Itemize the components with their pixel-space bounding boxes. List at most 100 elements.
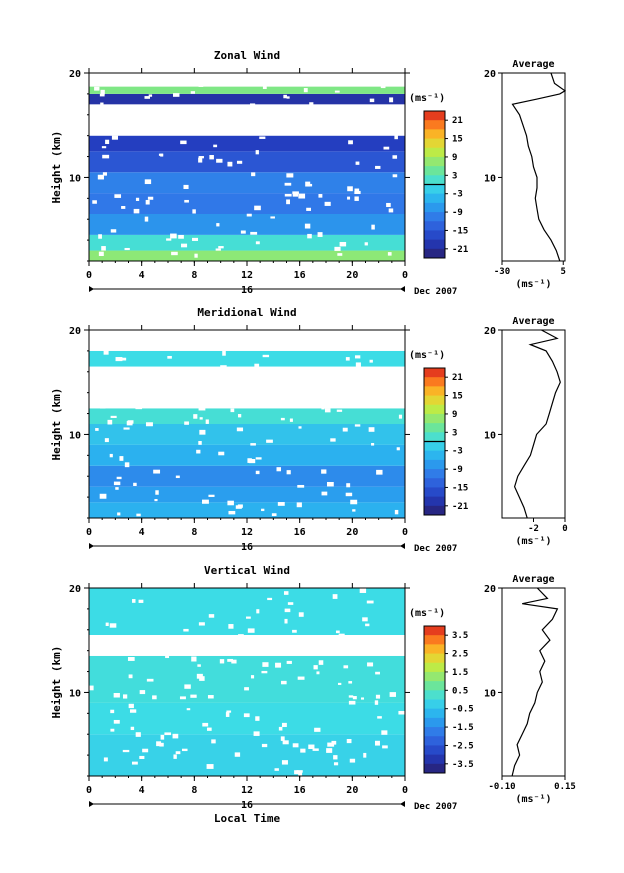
- data-gap: [316, 671, 320, 675]
- data-gap: [123, 694, 128, 699]
- colorbar-tick-label: 3: [452, 428, 457, 438]
- data-gap: [145, 199, 150, 205]
- x-tick-label: 4: [139, 785, 145, 796]
- data-gap: [206, 764, 214, 769]
- data-gap: [354, 196, 359, 201]
- data-gap: [131, 761, 138, 765]
- data-gap: [198, 406, 206, 411]
- average-title: Average: [512, 59, 554, 70]
- y-tick-label: 20: [69, 326, 81, 337]
- x-tick-label: 4: [139, 270, 145, 281]
- x-tick-label: 20: [346, 527, 358, 538]
- data-gap: [249, 458, 256, 464]
- data-gap: [184, 199, 189, 203]
- average-panel: Average 10 20 -30 5 (ms⁻¹): [484, 59, 567, 290]
- heatmap-band: [89, 734, 405, 776]
- heatmap-band: [89, 193, 405, 214]
- data-gap: [164, 732, 172, 736]
- data-gap: [173, 754, 177, 759]
- colorbar-cell: [424, 441, 445, 452]
- data-gap: [132, 599, 136, 603]
- data-gap: [139, 690, 146, 695]
- data-gap: [348, 695, 354, 698]
- data-gap: [236, 160, 243, 164]
- colorbar-tick-label: 9: [452, 153, 457, 163]
- data-gap: [377, 716, 382, 719]
- data-gap: [283, 94, 287, 99]
- data-gap: [218, 246, 224, 249]
- data-gap: [167, 355, 172, 359]
- colorbar-tick-label: -0.5: [452, 705, 474, 715]
- data-gap: [337, 682, 342, 685]
- data-gap: [128, 644, 132, 649]
- data-gap: [282, 740, 289, 745]
- x-tick-label: 0: [86, 270, 92, 281]
- data-gap: [347, 196, 351, 200]
- data-gap: [172, 93, 180, 97]
- data-gap: [247, 340, 252, 344]
- data-gap: [98, 251, 104, 257]
- data-gap: [371, 224, 375, 230]
- data-gap: [139, 755, 145, 760]
- data-gap: [138, 599, 144, 603]
- data-gap: [280, 417, 285, 421]
- colorbar-cell: [424, 681, 445, 691]
- data-gap: [104, 438, 109, 443]
- data-gap: [292, 629, 297, 633]
- data-gap: [175, 475, 180, 479]
- heatmap-band: [89, 366, 405, 409]
- data-gap: [254, 363, 260, 369]
- data-gap: [382, 745, 388, 749]
- x-tick-label: 12: [241, 527, 253, 538]
- data-gap: [113, 719, 120, 724]
- colorbar-cell: [424, 239, 445, 250]
- data-gap: [259, 136, 266, 139]
- colorbar-tick-label: -21: [452, 245, 468, 255]
- colorbar-cell: [424, 505, 445, 516]
- data-gap: [308, 744, 315, 750]
- data-gap: [210, 79, 217, 83]
- data-gap: [198, 157, 203, 163]
- data-gap: [101, 246, 106, 251]
- data-gap: [128, 674, 133, 679]
- data-gap: [298, 193, 306, 199]
- data-gap: [178, 234, 184, 239]
- date-arrow-left: [89, 801, 94, 807]
- data-gap: [191, 330, 197, 336]
- heatmap-band: [89, 444, 405, 466]
- colorbar-cell: [424, 469, 445, 479]
- average-panel: Average 10 20 -2 0 (ms⁻¹): [484, 316, 568, 547]
- data-gap: [262, 662, 269, 667]
- data-gap: [183, 184, 189, 190]
- average-x-tick-label: 0: [562, 524, 567, 534]
- colorbar-cell: [424, 120, 445, 130]
- data-gap: [186, 708, 191, 711]
- data-gap: [95, 428, 99, 431]
- data-gap: [219, 659, 225, 664]
- x-tick-label: 4: [139, 527, 145, 538]
- data-gap: [211, 739, 216, 744]
- data-gap: [365, 623, 370, 627]
- data-gap: [261, 743, 268, 748]
- data-gap: [231, 659, 237, 664]
- y-tick-label: 10: [69, 173, 81, 184]
- data-gap: [380, 84, 386, 89]
- x-tick-label: 16: [294, 270, 306, 281]
- data-gap: [284, 608, 291, 613]
- data-gap: [334, 90, 340, 93]
- data-gap: [219, 107, 225, 111]
- colorbar-cell: [424, 395, 445, 406]
- data-gap: [172, 733, 179, 739]
- data-gap: [152, 695, 157, 700]
- data-gap: [103, 389, 109, 394]
- data-gap: [144, 216, 149, 222]
- x-tick-label: 20: [346, 270, 358, 281]
- data-gap: [103, 757, 108, 762]
- data-gap: [190, 91, 195, 94]
- data-gap: [297, 484, 305, 488]
- data-gap: [297, 676, 305, 680]
- colorbar-cell: [424, 221, 445, 231]
- colorbar-tick-label: -3: [452, 447, 463, 457]
- colorbar-cell: [424, 111, 445, 121]
- data-gap: [375, 671, 380, 675]
